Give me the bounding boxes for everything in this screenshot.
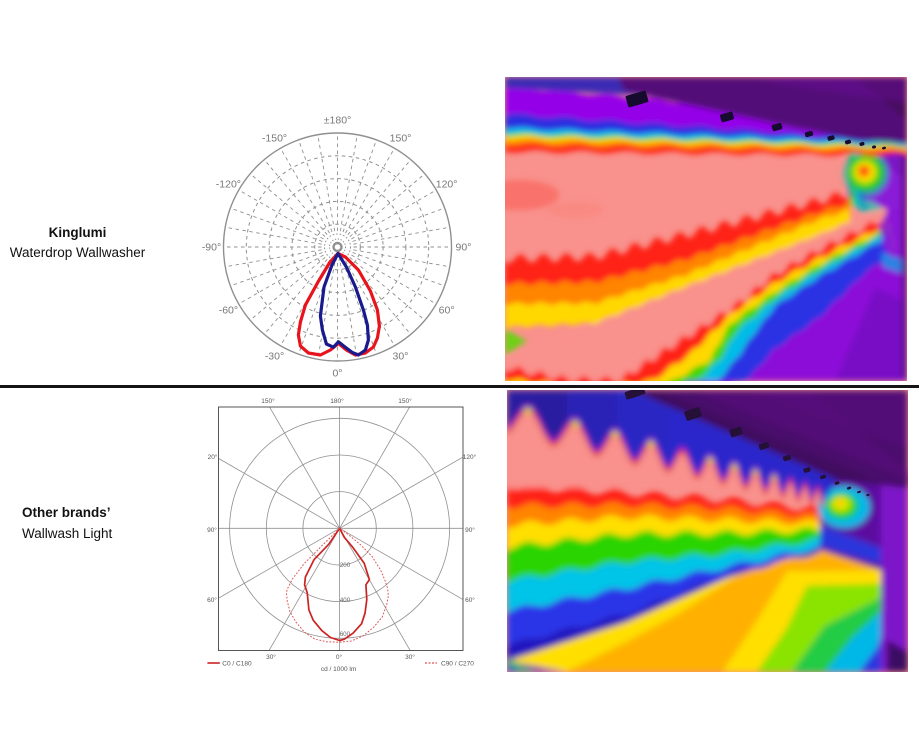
svg-text:60°: 60° [439, 305, 455, 317]
svg-text:30°: 30° [405, 653, 415, 661]
svg-text:0°: 0° [332, 368, 342, 380]
svg-text:20°: 20° [208, 453, 218, 461]
svg-text:C90 / C270: C90 / C270 [441, 661, 474, 668]
svg-text:60°: 60° [465, 596, 475, 604]
svg-text:150°: 150° [398, 397, 412, 405]
svg-text:-60°: -60° [219, 305, 238, 317]
svg-text:120°: 120° [436, 179, 458, 191]
svg-text:180°: 180° [330, 397, 344, 405]
svg-text:150°: 150° [390, 132, 412, 144]
svg-text:0°: 0° [336, 653, 343, 661]
svg-text:400: 400 [340, 597, 351, 604]
svg-text:150°: 150° [261, 397, 275, 405]
svg-text:90°: 90° [207, 526, 217, 534]
svg-text:C0 / C180: C0 / C180 [222, 661, 252, 668]
svg-text:-150°: -150° [262, 132, 287, 144]
svg-text:-120°: -120° [216, 179, 241, 191]
svg-text:200: 200 [340, 562, 351, 569]
svg-text:90°: 90° [465, 526, 475, 534]
svg-text:30°: 30° [266, 653, 276, 661]
svg-text:600: 600 [340, 631, 351, 638]
svg-text:-30°: -30° [265, 351, 284, 363]
svg-text:30°: 30° [393, 351, 409, 363]
svg-text:cd / 1000 lm: cd / 1000 lm [321, 666, 356, 673]
svg-text:-90°: -90° [202, 242, 221, 254]
svg-text:90°: 90° [456, 242, 472, 254]
svg-text:60°: 60° [207, 596, 217, 604]
svg-text:120°: 120° [463, 453, 477, 461]
svg-text:±180°: ±180° [324, 115, 351, 127]
